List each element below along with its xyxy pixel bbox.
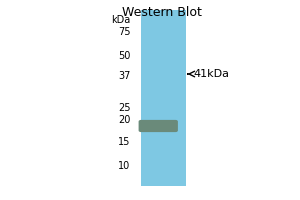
FancyBboxPatch shape (139, 120, 178, 132)
Text: Western Blot: Western Blot (122, 6, 202, 19)
Text: kDa: kDa (111, 15, 130, 25)
Text: 37: 37 (118, 71, 130, 81)
Text: 20: 20 (118, 115, 130, 125)
Bar (141, 10, 186, 186)
Text: 10: 10 (118, 161, 130, 171)
Text: 50: 50 (118, 51, 130, 61)
Text: 75: 75 (118, 27, 130, 37)
Text: 41kDa: 41kDa (194, 69, 230, 79)
Text: 15: 15 (118, 137, 130, 147)
Text: 25: 25 (118, 103, 130, 113)
